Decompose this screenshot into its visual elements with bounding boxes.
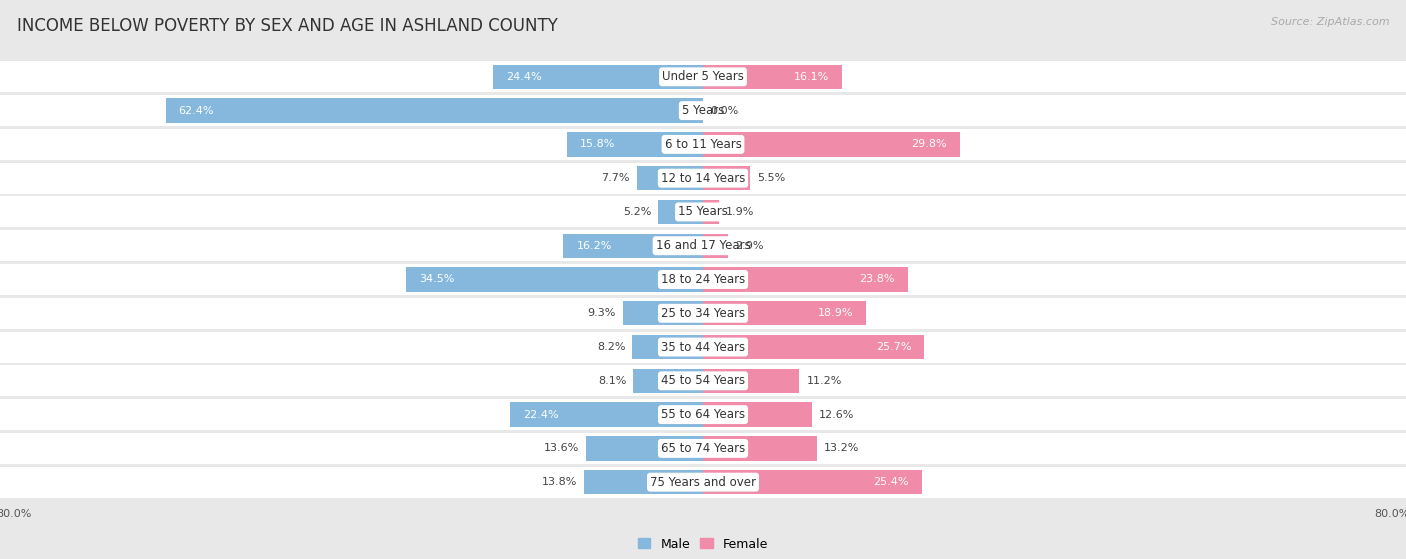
Bar [0,331,1406,363]
Text: 35 to 44 Years: 35 to 44 Years [661,340,745,353]
Text: 5.5%: 5.5% [758,173,786,183]
Text: 8.1%: 8.1% [598,376,626,386]
Bar [0,95,1406,126]
Bar [567,132,703,157]
Bar [703,200,720,224]
Bar [633,335,703,359]
Bar [564,234,703,258]
Bar [0,433,1406,464]
Text: 25.4%: 25.4% [873,477,908,487]
Bar [703,470,922,494]
Text: Under 5 Years: Under 5 Years [662,70,744,83]
Bar [0,196,1406,228]
Text: 22.4%: 22.4% [523,410,558,420]
Text: 15.8%: 15.8% [579,139,616,149]
Text: 29.8%: 29.8% [911,139,946,149]
Bar [166,98,703,123]
Bar [703,301,866,325]
Text: 55 to 64 Years: 55 to 64 Years [661,408,745,421]
Text: 25.7%: 25.7% [876,342,911,352]
Text: 65 to 74 Years: 65 to 74 Years [661,442,745,455]
Bar [494,65,703,89]
Text: 18 to 24 Years: 18 to 24 Years [661,273,745,286]
Text: 16.2%: 16.2% [576,241,612,251]
Bar [0,264,1406,295]
Text: 13.6%: 13.6% [544,443,579,453]
Bar [510,402,703,427]
Bar [0,399,1406,430]
Text: 6 to 11 Years: 6 to 11 Years [665,138,741,151]
Text: 34.5%: 34.5% [419,274,454,285]
Text: 16.1%: 16.1% [793,72,828,82]
Legend: Male, Female: Male, Female [638,538,768,551]
Bar [0,467,1406,498]
Text: 12 to 14 Years: 12 to 14 Years [661,172,745,184]
Text: 7.7%: 7.7% [602,173,630,183]
Bar [0,61,1406,92]
Text: 11.2%: 11.2% [807,376,842,386]
Bar [703,267,908,292]
Text: 9.3%: 9.3% [588,308,616,318]
Bar [703,402,811,427]
Bar [658,200,703,224]
Bar [703,335,924,359]
Bar [0,163,1406,194]
Text: 18.9%: 18.9% [817,308,853,318]
Bar [0,365,1406,396]
Text: Source: ZipAtlas.com: Source: ZipAtlas.com [1271,17,1389,27]
Bar [703,234,728,258]
Text: 8.2%: 8.2% [598,342,626,352]
Text: 13.8%: 13.8% [541,477,578,487]
Bar [703,436,817,461]
Bar [586,436,703,461]
Text: 0.0%: 0.0% [710,106,738,116]
Text: 12.6%: 12.6% [818,410,853,420]
Text: 13.2%: 13.2% [824,443,859,453]
Bar [703,65,842,89]
Bar [703,132,960,157]
Text: 2.9%: 2.9% [735,241,763,251]
Bar [637,166,703,190]
Bar [0,230,1406,261]
Text: 5.2%: 5.2% [623,207,651,217]
Text: 75 Years and over: 75 Years and over [650,476,756,489]
Bar [623,301,703,325]
Bar [0,129,1406,160]
Text: 62.4%: 62.4% [179,106,214,116]
Bar [0,298,1406,329]
Text: 5 Years: 5 Years [682,104,724,117]
Bar [703,166,751,190]
Bar [583,470,703,494]
Text: 25 to 34 Years: 25 to 34 Years [661,307,745,320]
Text: 23.8%: 23.8% [859,274,896,285]
Bar [406,267,703,292]
Text: 15 Years: 15 Years [678,206,728,219]
Text: 1.9%: 1.9% [727,207,755,217]
Text: INCOME BELOW POVERTY BY SEX AND AGE IN ASHLAND COUNTY: INCOME BELOW POVERTY BY SEX AND AGE IN A… [17,17,558,35]
Text: 16 and 17 Years: 16 and 17 Years [655,239,751,252]
Text: 45 to 54 Years: 45 to 54 Years [661,375,745,387]
Text: 24.4%: 24.4% [506,72,541,82]
Bar [633,369,703,393]
Bar [703,369,800,393]
